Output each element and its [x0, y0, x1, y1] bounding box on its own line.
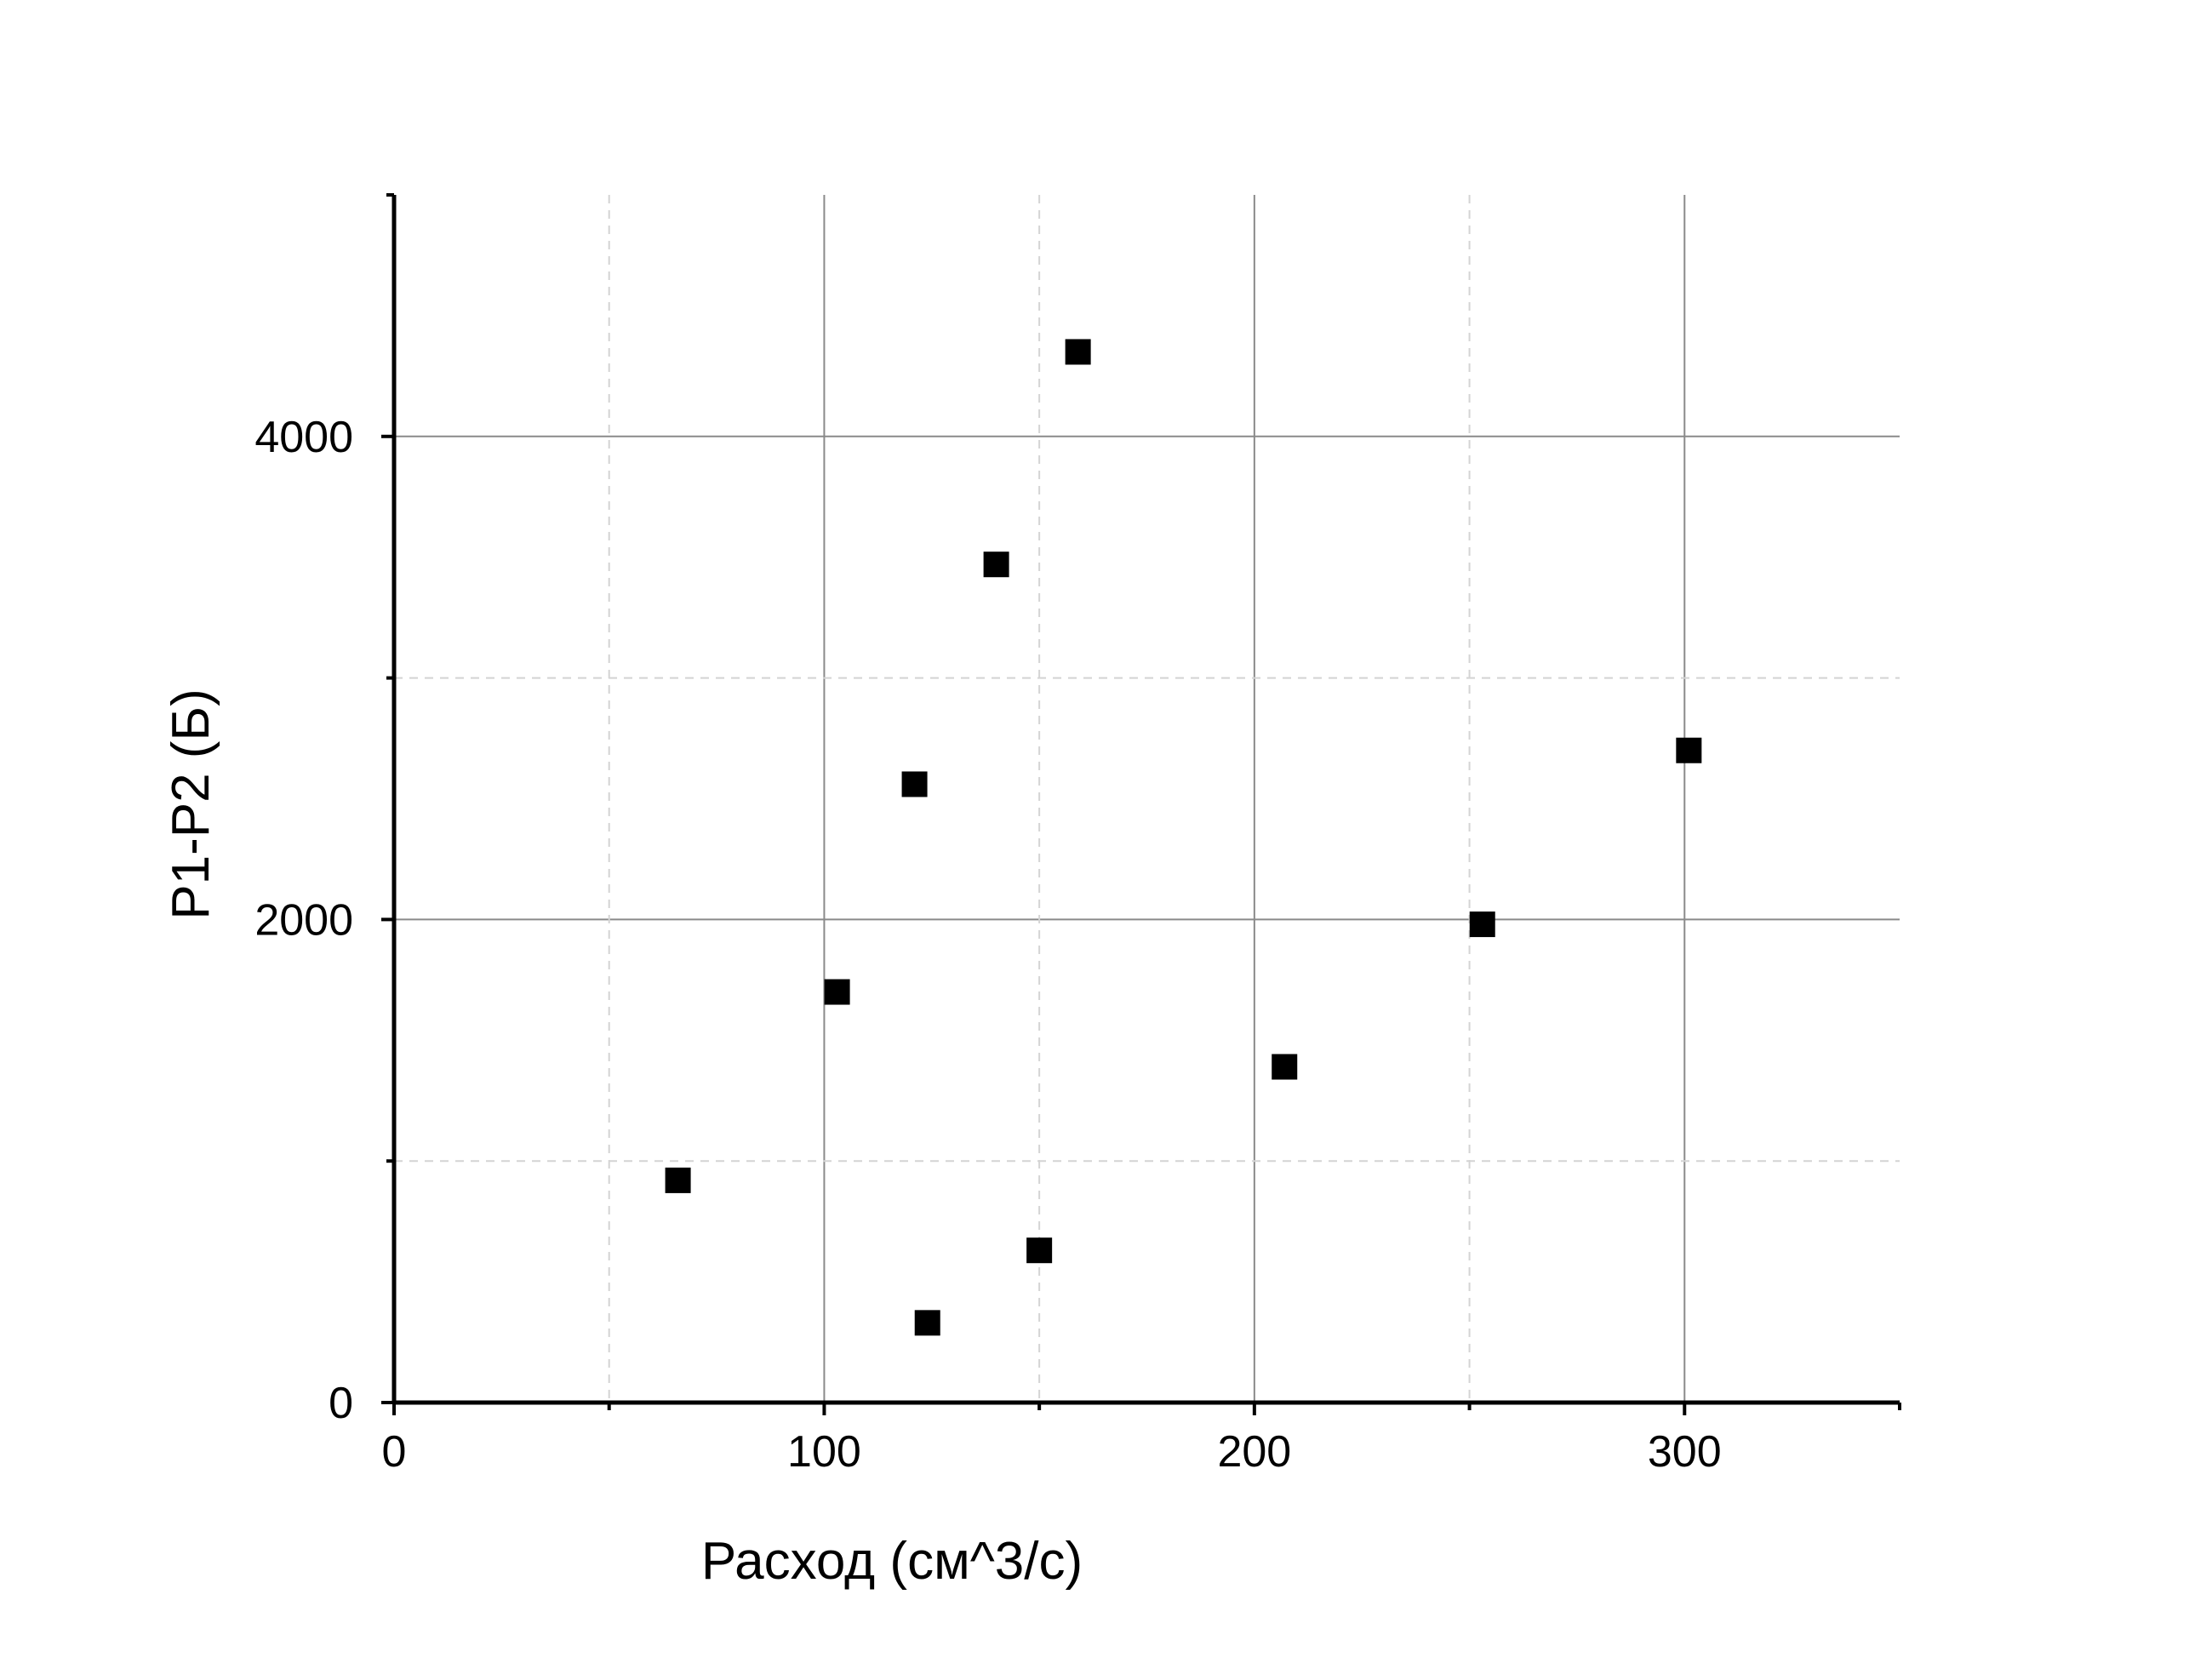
x-tick-label: 300 [1648, 1427, 1722, 1477]
ticks-layer: 0 100 200 300 0 2000 4000 [254, 193, 1901, 1477]
data-point [665, 1167, 691, 1193]
x-tick-label: 100 [787, 1427, 861, 1477]
data-point [1065, 339, 1091, 365]
axes-layer [392, 195, 1900, 1405]
data-point [901, 771, 928, 797]
y-tick-label: 4000 [254, 413, 353, 462]
data-point [1026, 1237, 1053, 1264]
x-tick-label: 0 [382, 1427, 407, 1477]
data-point [1676, 737, 1702, 763]
y-tick-label: 2000 [254, 895, 353, 945]
grid-layer [394, 195, 1900, 1403]
y-tick-label: 0 [329, 1379, 353, 1428]
x-axis-title: Расход (см^3/с) [701, 1532, 1083, 1591]
y-axis-title: P1-P2 (Б) [162, 689, 220, 920]
data-point [914, 1310, 940, 1336]
points-layer [665, 339, 1702, 1336]
data-point [1469, 911, 1495, 938]
x-tick-label: 200 [1217, 1427, 1291, 1477]
data-point [1272, 1054, 1298, 1080]
data-point [983, 551, 1009, 578]
data-point [824, 979, 850, 1005]
